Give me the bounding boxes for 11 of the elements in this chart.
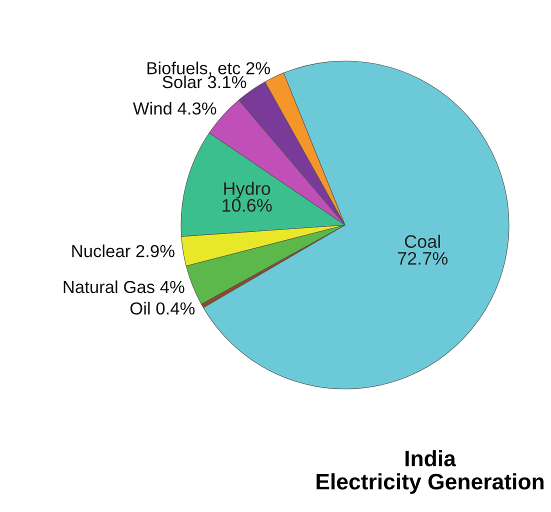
slice-label: Oil 0.4%	[130, 302, 195, 315]
text: India Electricity Generation	[316, 450, 544, 494]
slice-label: Solar 3.1%	[162, 75, 246, 88]
slice-label: Natural Gas 4%	[64, 280, 184, 294]
data-label: 10.6%	[222, 199, 272, 212]
slice-label: Hydro	[224, 182, 270, 199]
slice-label: Nuclear 2.9%	[72, 244, 174, 258]
slice-label: Wind 4.3%	[132, 102, 216, 115]
data-label: 72.7%	[398, 252, 448, 265]
slice-label: Biofuels, etc 2%	[148, 62, 270, 76]
slice-label: Coal	[404, 234, 440, 248]
